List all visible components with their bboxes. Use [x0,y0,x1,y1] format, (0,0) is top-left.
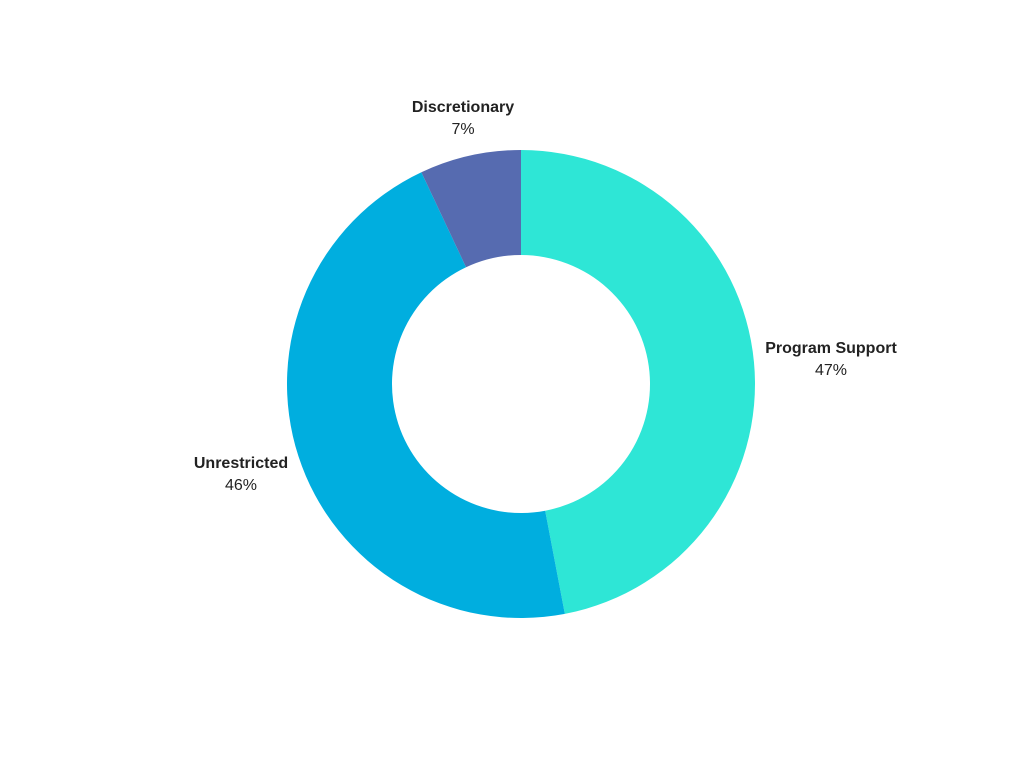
slice-discretionary [421,150,521,268]
slices-group [286,150,756,618]
slice-label-value: 7% [451,121,474,138]
slice-label-value: 47% [815,362,847,379]
slice-label-name: Unrestricted [194,455,288,472]
slice-label-name: Program Support [765,340,897,357]
slice-unrestricted [286,172,565,618]
slice-label-name: Discretionary [412,99,514,116]
slice-label-value: 46% [225,477,257,494]
labels-group: Program Support 47% Unrestricted 46% Discret… [194,99,898,494]
slice-program-support [521,150,756,614]
